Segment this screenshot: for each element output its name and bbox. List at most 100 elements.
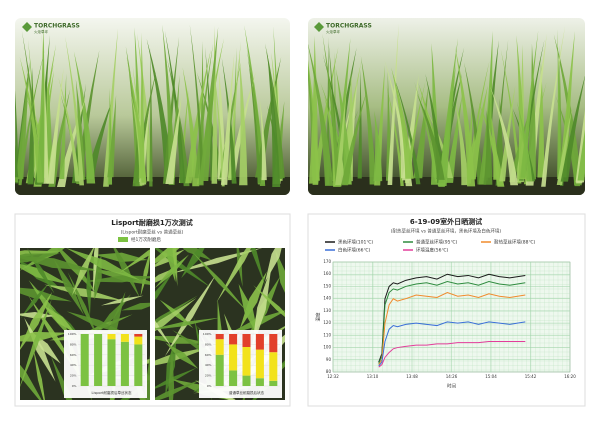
blade xyxy=(217,67,226,180)
y-tick-label: 40% xyxy=(70,363,77,367)
blade xyxy=(499,84,516,182)
blade xyxy=(18,49,45,186)
bar-segment xyxy=(255,334,264,350)
blade xyxy=(455,47,476,187)
blade xyxy=(126,56,147,183)
bar-segment xyxy=(120,334,129,342)
blade xyxy=(391,67,414,179)
x-tick-label: 13:48 xyxy=(406,374,418,379)
blade xyxy=(36,25,45,183)
y-tick-label: 160 xyxy=(323,271,331,276)
blade xyxy=(33,348,46,400)
blade xyxy=(560,71,585,182)
blade xyxy=(246,44,261,184)
blade xyxy=(556,105,573,186)
blade xyxy=(537,58,545,178)
series-line xyxy=(378,321,526,367)
blade xyxy=(360,55,377,185)
x-axis-title: Lisport耐磨损后草丝状态 xyxy=(92,390,132,395)
blade xyxy=(357,69,362,179)
wear-grass xyxy=(20,248,150,400)
blade xyxy=(164,274,216,357)
blade xyxy=(516,35,527,180)
x-tick-label: 16:20 xyxy=(564,374,576,379)
blade xyxy=(493,39,509,178)
bar-segment xyxy=(215,354,224,386)
blade xyxy=(137,33,153,182)
blade xyxy=(155,254,189,288)
chart-title: 6-19-09室外日晒测试 xyxy=(410,217,482,226)
logo-sub: 火炬草坪 xyxy=(326,29,340,34)
bar-segment xyxy=(107,334,116,340)
bar-segment xyxy=(80,334,89,386)
bar-segment xyxy=(215,339,224,355)
blade xyxy=(45,306,76,334)
blade xyxy=(393,75,421,185)
bar-segment xyxy=(269,380,278,386)
blade xyxy=(20,283,49,319)
blade xyxy=(577,77,585,181)
bar-segment xyxy=(229,344,238,371)
logo-text: TORCHGRASS xyxy=(34,23,80,30)
blade xyxy=(541,25,566,187)
blade xyxy=(168,344,175,400)
x-axis-title: 普通草丝耐磨损后状态 xyxy=(229,390,264,395)
series-line xyxy=(378,281,526,364)
y-tick-label: 110 xyxy=(323,332,331,337)
blade xyxy=(575,24,585,183)
legend-swatch xyxy=(118,237,128,242)
bar-segment xyxy=(107,339,116,386)
x-tick-label: 12:32 xyxy=(327,374,339,379)
y-axis-title: 温度 xyxy=(315,312,322,321)
bar-segment xyxy=(255,378,264,386)
blade xyxy=(386,83,404,186)
legend-label: 经1万次耐磨后 xyxy=(131,236,161,243)
blade xyxy=(20,299,52,387)
bar-segment xyxy=(215,334,224,340)
blade xyxy=(191,251,248,313)
blade xyxy=(308,39,334,186)
blade xyxy=(73,51,96,184)
blade xyxy=(416,93,445,180)
y-tick-label: 100 xyxy=(323,345,331,350)
grass-photo xyxy=(15,24,290,195)
series-line xyxy=(378,340,526,368)
y-tick-label: 90 xyxy=(326,357,332,362)
blade xyxy=(165,342,199,369)
chart-bg xyxy=(199,330,282,398)
blade xyxy=(413,87,429,179)
logo-icon xyxy=(314,22,324,32)
blade xyxy=(265,43,285,179)
blade xyxy=(250,248,266,287)
blade xyxy=(44,284,123,301)
blade xyxy=(155,298,197,332)
grass-photo xyxy=(308,23,585,195)
legend-label: 白色环境(66℃) xyxy=(338,247,371,254)
blade xyxy=(155,270,174,301)
bar-segment xyxy=(242,347,251,376)
blade xyxy=(199,26,219,182)
blade xyxy=(155,336,212,344)
blade xyxy=(387,23,399,185)
bar-segment xyxy=(255,349,264,379)
y-tick-label: 130 xyxy=(323,308,331,313)
blade xyxy=(15,62,30,180)
blade xyxy=(259,99,267,181)
bar-segment xyxy=(229,370,238,386)
blade xyxy=(308,33,320,181)
blade xyxy=(385,71,391,181)
y-tick-label: 80% xyxy=(205,342,212,346)
blade xyxy=(165,94,182,185)
blade xyxy=(341,92,367,186)
blade xyxy=(478,101,505,187)
panel-subtitle: (Lisport耐磨草丝 vs 普通草丝) xyxy=(121,229,184,236)
blade xyxy=(67,272,100,342)
chart-subtitle: (耐热草丝环境 vs 普通草丝环境，黑色环境及白色环境) xyxy=(391,228,502,235)
bar-segment xyxy=(120,341,129,386)
blade xyxy=(103,28,118,187)
logo-text: TORCHGRASS xyxy=(326,23,372,30)
blade xyxy=(189,24,205,180)
blade xyxy=(121,302,150,311)
blade xyxy=(211,25,218,184)
y-tick-label: 80% xyxy=(70,342,77,346)
